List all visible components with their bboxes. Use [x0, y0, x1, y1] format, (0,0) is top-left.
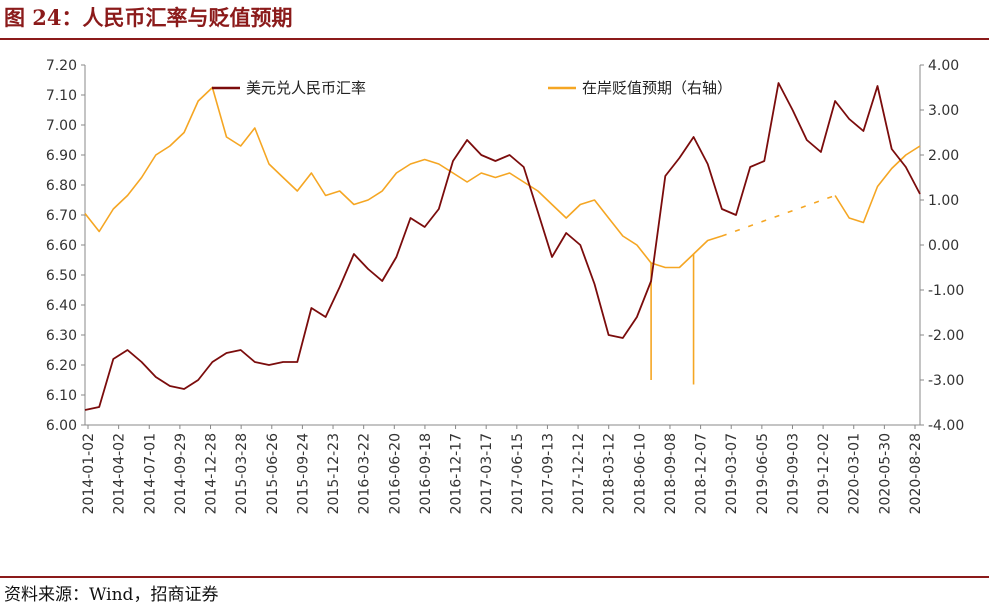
x-tick-label: 2017-12-12 — [571, 433, 587, 514]
right-tick-label: -1.00 — [928, 283, 964, 299]
expectation-series-gap — [721, 194, 836, 237]
left-tick-label: 6.70 — [46, 208, 77, 224]
x-tick-label: 2017-09-13 — [540, 433, 556, 514]
x-tick-label: 2014-12-28 — [204, 433, 220, 514]
x-tick-label: 2016-06-20 — [387, 433, 403, 514]
right-tick-label: -3.00 — [928, 373, 964, 389]
usdcny-series-line — [84, 82, 921, 411]
right-tick-label: 3.00 — [928, 103, 959, 119]
left-tick-label: 6.00 — [46, 418, 77, 434]
left-tick-label: 6.50 — [46, 268, 77, 284]
x-tick-label: 2015-03-28 — [234, 433, 250, 514]
left-tick-label: 6.40 — [46, 298, 77, 314]
left-tick-label: 7.00 — [46, 118, 77, 134]
left-tick-label: 6.20 — [46, 358, 77, 374]
left-tick-label: 6.10 — [46, 388, 77, 404]
x-tick-label: 2016-09-18 — [418, 433, 434, 514]
left-tick-label: 6.90 — [46, 148, 77, 164]
footer-divider — [0, 576, 989, 578]
x-tick-label: 2019-09-03 — [785, 433, 801, 514]
left-tick-label: 7.10 — [46, 88, 77, 104]
x-tick-label: 2015-12-23 — [326, 433, 342, 514]
left-tick-label: 6.30 — [46, 328, 77, 344]
x-tick-label: 2018-03-12 — [602, 433, 618, 514]
x-tick-label: 2015-09-24 — [295, 433, 311, 514]
x-tick-label: 2016-03-22 — [357, 433, 373, 514]
x-tick-label: 2016-12-17 — [449, 433, 465, 514]
x-tick-label: 2014-01-02 — [81, 433, 97, 514]
x-tick-label: 2015-06-26 — [265, 433, 281, 514]
x-tick-label: 2014-07-01 — [142, 433, 158, 514]
left-tick-label: 7.20 — [46, 58, 77, 74]
x-tick-label: 2014-09-29 — [173, 433, 189, 514]
right-tick-label: 2.00 — [928, 148, 959, 164]
figure-title: 图 24：人民币汇率与贬值预期 — [4, 5, 293, 30]
x-tick-label: 2014-04-02 — [112, 433, 128, 514]
right-tick-label: -4.00 — [928, 418, 964, 434]
x-tick-label: 2019-06-05 — [755, 433, 771, 514]
title-divider — [0, 38, 989, 40]
x-tick-label: 2019-12-02 — [816, 433, 832, 514]
x-tick-label: 2020-03-01 — [847, 433, 863, 514]
x-tick-label: 2020-08-28 — [908, 433, 924, 514]
x-tick-label: 2020-05-30 — [877, 433, 893, 514]
source-note: 资料来源：Wind，招商证券 — [4, 585, 219, 605]
x-tick-label: 2018-06-10 — [632, 433, 648, 514]
left-tick-label: 6.80 — [46, 178, 77, 194]
right-tick-label: 4.00 — [928, 58, 959, 74]
x-tick-label: 2019-03-07 — [724, 433, 740, 514]
x-tick-label: 2017-03-17 — [479, 433, 495, 514]
x-tick-label: 2018-09-08 — [663, 433, 679, 514]
x-tick-label: 2017-06-15 — [510, 433, 526, 514]
right-tick-label: -2.00 — [928, 328, 964, 344]
right-tick-label: 1.00 — [928, 193, 959, 209]
left-tick-label: 6.60 — [46, 238, 77, 254]
legend-label-usdcny: 美元兑人民币汇率 — [246, 79, 366, 97]
legend-label-expectation: 在岸贬值预期（右轴） — [582, 79, 732, 97]
expectation-series-line — [84, 86, 921, 269]
right-tick-label: 0.00 — [928, 238, 959, 254]
x-tick-label: 2018-12-07 — [694, 433, 710, 514]
